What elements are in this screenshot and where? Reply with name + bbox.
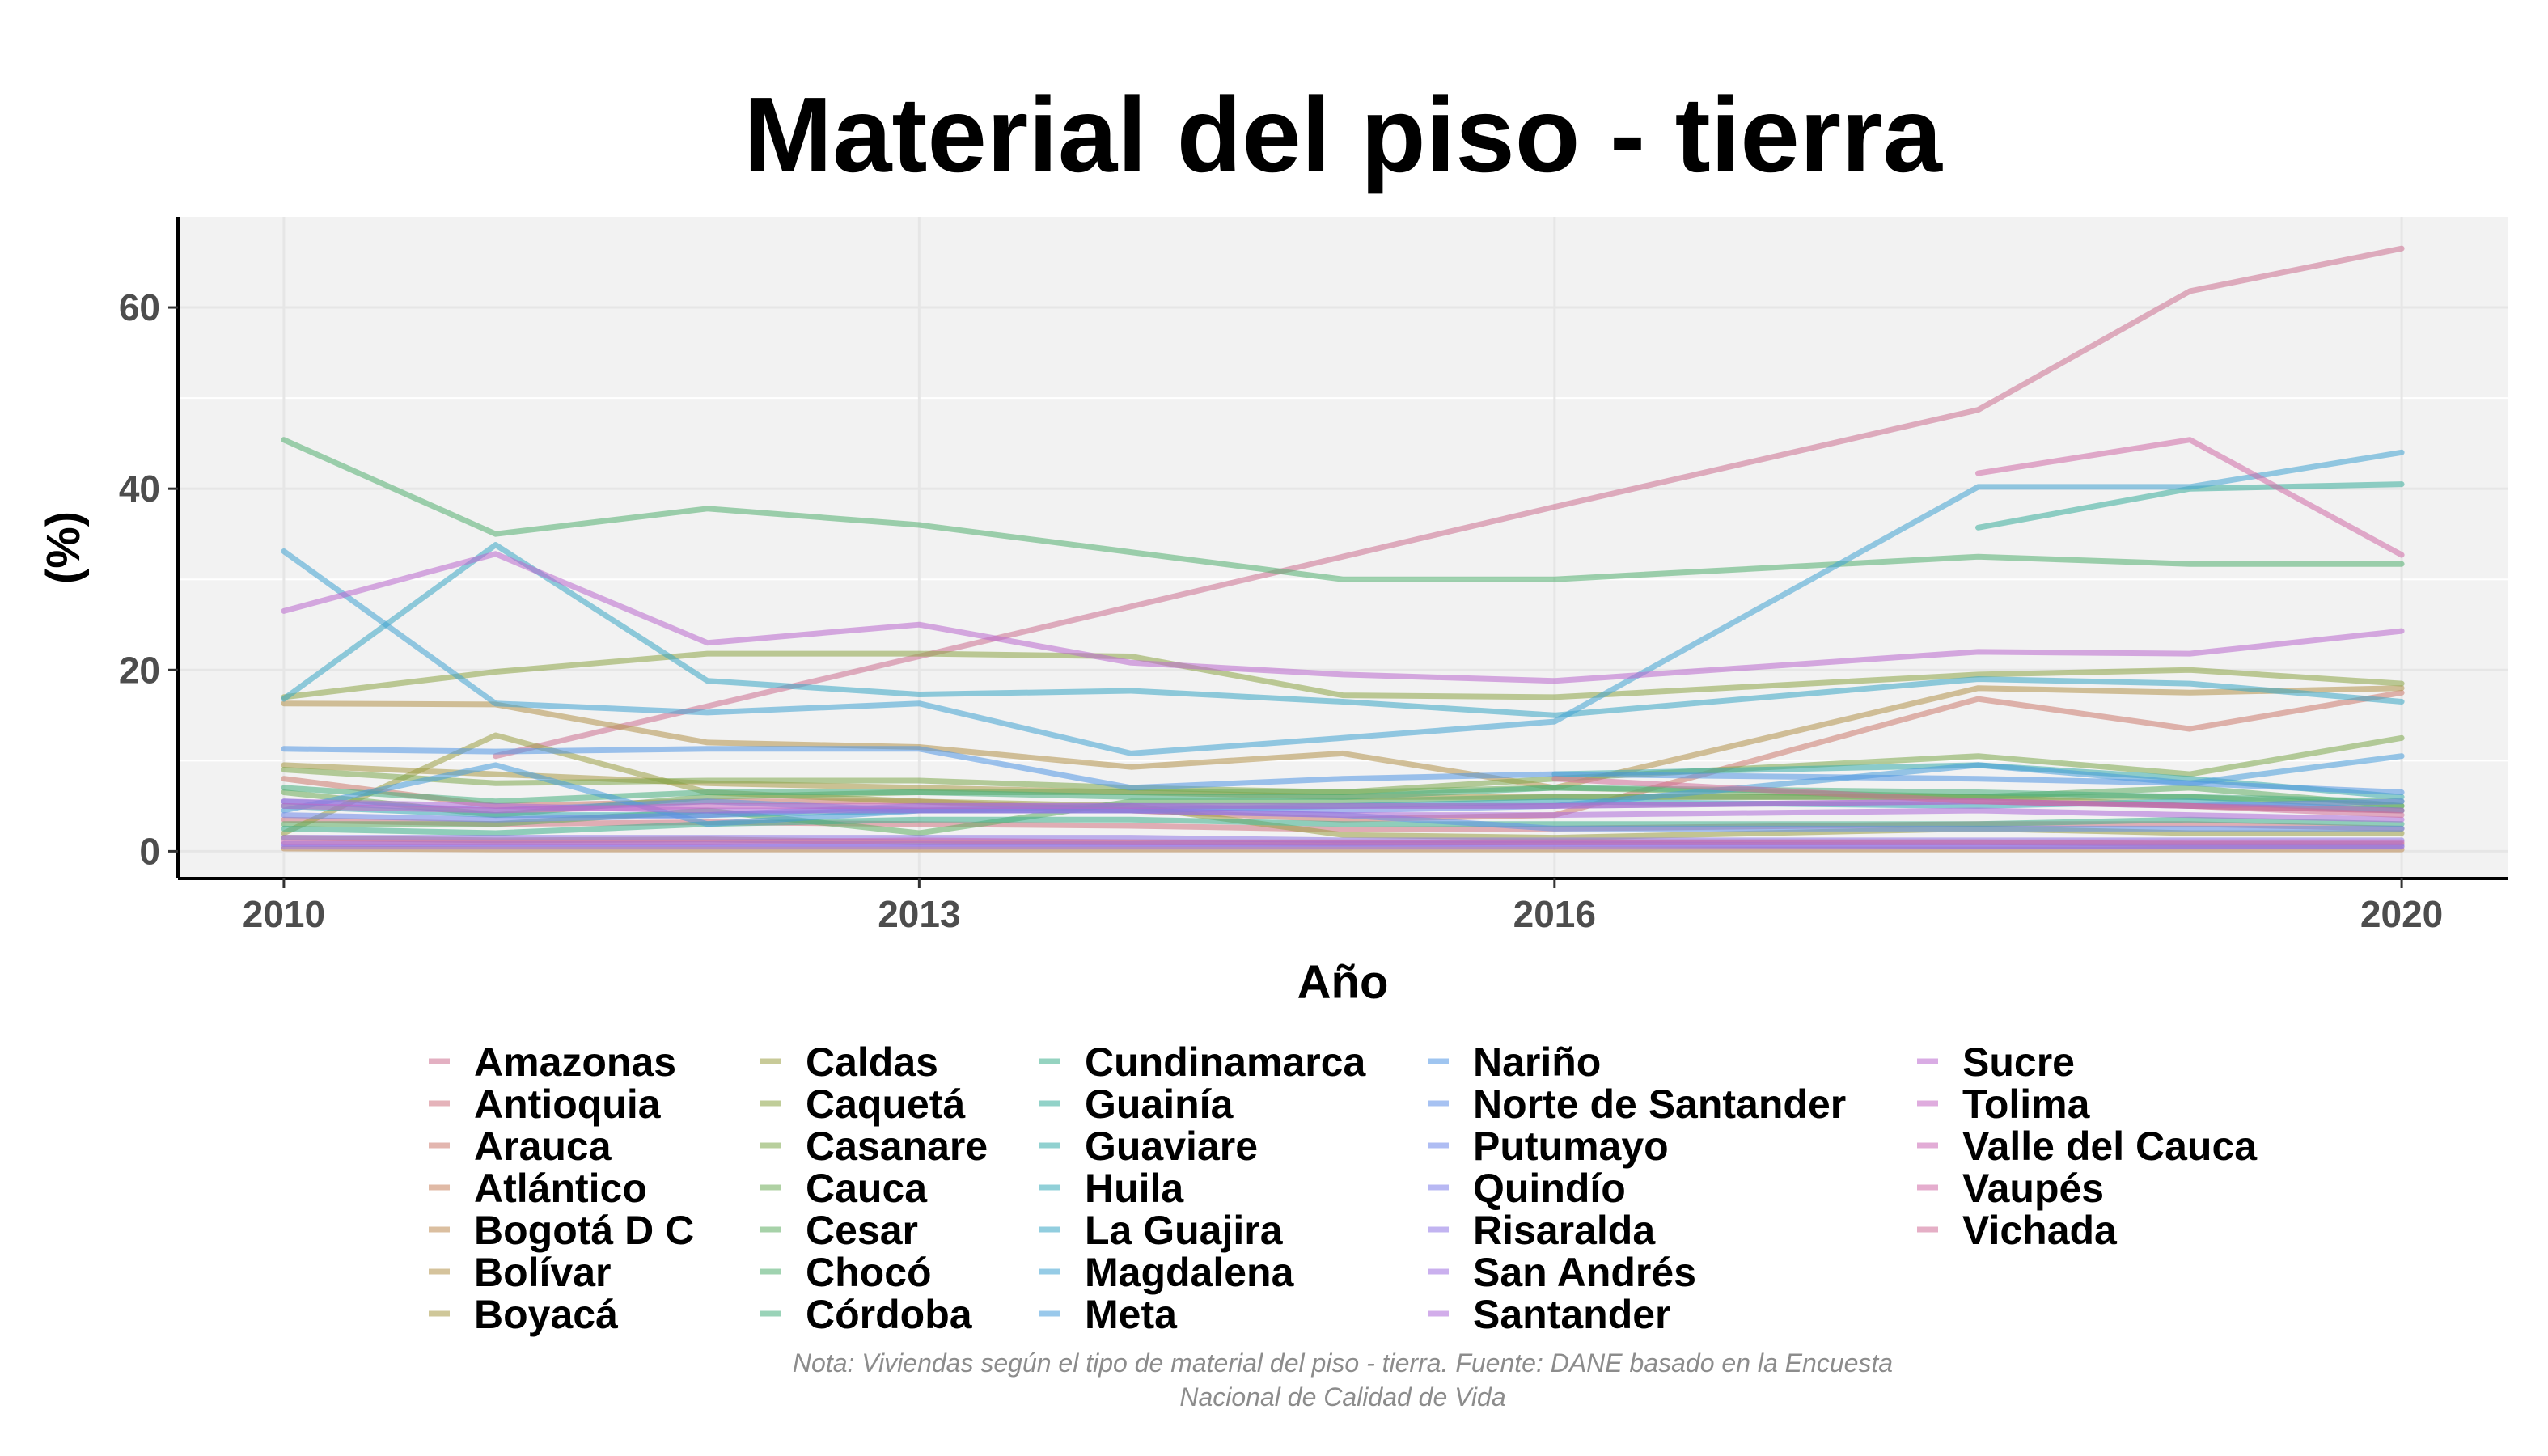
x-tick-label: 2016	[1513, 893, 1596, 935]
series-line-magdalena	[281, 449, 2405, 756]
legend-label: Casanare	[806, 1124, 988, 1169]
legend-label: Antioquia	[474, 1081, 662, 1127]
series-line-amazonas	[493, 245, 2405, 760]
legend-label: Santander	[1473, 1292, 1671, 1337]
legend-label: Cundinamarca	[1085, 1039, 1367, 1085]
series-line-cundinamarca	[281, 816, 2405, 836]
legend-label: Huila	[1085, 1166, 1184, 1211]
caption-line-1: Nota: Viviendas según el tipo de materia…	[793, 1348, 1893, 1378]
legend-label: Bogotá D C	[474, 1208, 694, 1253]
legend-label: Cesar	[806, 1208, 918, 1253]
y-tick-label: 0	[139, 830, 160, 872]
legend-label: Caldas	[806, 1039, 938, 1085]
series-line-sucre	[281, 551, 2405, 684]
legend-label: Nariño	[1473, 1039, 1601, 1085]
legend-label: Tolima	[1962, 1081, 2091, 1127]
legend-label: Guainía	[1085, 1081, 1234, 1127]
legend-label: Arauca	[474, 1124, 612, 1169]
series-line-valle-del-cauca	[281, 837, 2405, 845]
series-lines	[281, 245, 2405, 853]
x-axis-title: Año	[1297, 956, 1389, 1009]
chart-title: Material del piso - tierra	[743, 75, 1943, 194]
series-line-narino	[281, 746, 2405, 795]
caption-line-2: Nacional de Calidad de Vida	[1179, 1382, 1505, 1412]
legend-label: La Guajira	[1085, 1208, 1284, 1253]
legend-label: Vaupés	[1962, 1166, 2104, 1211]
legend-label: Atlántico	[474, 1166, 647, 1211]
legend-label: Cauca	[806, 1166, 928, 1211]
legend-label: San Andrés	[1473, 1250, 1696, 1295]
legend-label: Putumayo	[1473, 1124, 1669, 1169]
legend-label: Risaralda	[1473, 1208, 1656, 1253]
series-line-vaupes	[1975, 437, 2405, 558]
series-line-caqueta	[281, 650, 2405, 700]
x-tick-label: 2010	[243, 893, 325, 935]
series-line-vichada	[1551, 776, 2405, 819]
legend-label: Córdoba	[806, 1292, 973, 1337]
legend-label: Boyacá	[474, 1292, 618, 1337]
legend-label: Caquetá	[806, 1081, 965, 1127]
legend-label: Guaviare	[1085, 1124, 1258, 1169]
series-line-la-guajira	[281, 542, 2405, 718]
series-line-choco	[281, 437, 2405, 582]
axis-ticks: 0 20 40 60 2010 2013 2016 2020	[119, 286, 2443, 935]
legend-label: Chocó	[806, 1250, 932, 1295]
y-tick-label: 60	[119, 286, 160, 328]
legend-label: Vichada	[1962, 1208, 2118, 1253]
y-tick-label: 40	[119, 468, 160, 510]
series-line-bolivar	[281, 685, 2405, 791]
legend-label: Norte de Santander	[1473, 1081, 1846, 1127]
y-axis-title: (%)	[37, 511, 90, 584]
legend-label: Meta	[1085, 1292, 1178, 1337]
x-tick-label: 2013	[878, 893, 960, 935]
legend-label: Bolívar	[474, 1250, 612, 1295]
legend-label: Magdalena	[1085, 1250, 1295, 1295]
legend-label: Quindío	[1473, 1166, 1626, 1211]
legend-label: Amazonas	[474, 1039, 676, 1085]
legend-label: Sucre	[1962, 1039, 2075, 1085]
x-tick-label: 2020	[2360, 893, 2443, 935]
y-tick-label: 20	[119, 649, 160, 691]
legend-label: Valle del Cauca	[1962, 1124, 2258, 1169]
